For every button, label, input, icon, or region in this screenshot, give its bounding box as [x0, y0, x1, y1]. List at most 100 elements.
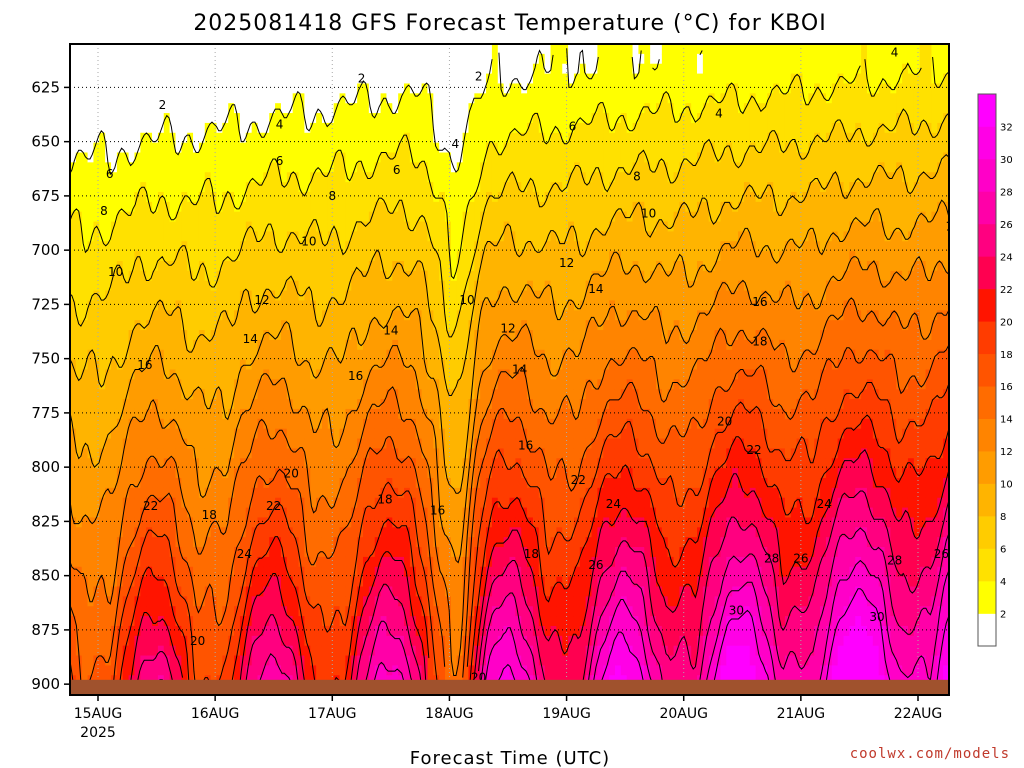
field-cell [409, 241, 417, 252]
field-cell [409, 182, 417, 193]
field-cell [269, 251, 276, 262]
field-cell [333, 251, 341, 262]
field-cell [398, 468, 405, 479]
field-cell [228, 418, 235, 430]
field-cell [292, 408, 300, 420]
field-cell [509, 182, 516, 193]
field-cell [386, 359, 393, 371]
field-cell [456, 507, 464, 519]
field-cell [93, 556, 100, 568]
field-cell [70, 428, 77, 440]
field-cell [128, 606, 136, 617]
field-cell [193, 320, 200, 331]
field-cell [474, 468, 481, 479]
field-cell [99, 596, 106, 607]
field-cell [497, 517, 505, 528]
field-cell [245, 103, 253, 114]
field-cell [456, 152, 464, 163]
field-cell [316, 142, 323, 154]
field-cell [351, 330, 358, 341]
field-cell [87, 556, 95, 568]
field-cell [187, 122, 194, 134]
field-cell [351, 191, 358, 203]
field-cell [216, 606, 223, 617]
field-cell [157, 172, 165, 183]
field-cell [169, 83, 177, 94]
field-cell [193, 379, 200, 390]
field-cell [386, 645, 393, 657]
field-cell [134, 241, 141, 252]
field-cell [310, 103, 317, 114]
field-cell [116, 369, 124, 380]
field-cell [263, 428, 270, 440]
field-cell [99, 113, 106, 124]
field-cell [163, 556, 171, 568]
field-cell [280, 556, 288, 568]
field-cell [439, 418, 446, 430]
field-cell [286, 616, 294, 627]
field-cell [450, 330, 458, 341]
field-cell [310, 478, 317, 489]
field-cell [70, 478, 77, 489]
field-cell [198, 63, 206, 75]
field-cell [146, 369, 153, 380]
field-cell [187, 261, 194, 272]
field-cell [181, 428, 188, 440]
field-cell [474, 231, 481, 242]
field-cell [93, 468, 100, 479]
field-cell [404, 606, 411, 617]
field-cell [409, 379, 417, 390]
field-cell [304, 182, 311, 193]
field-cell [187, 93, 194, 104]
field-cell [421, 448, 429, 459]
field-cell [105, 63, 112, 75]
field-cell [439, 201, 446, 213]
field-cell [363, 261, 370, 272]
field-cell [304, 418, 311, 430]
field-cell [491, 44, 499, 55]
field-cell [380, 556, 388, 568]
field-cell [99, 566, 106, 578]
field-cell [456, 191, 464, 203]
field-cell [345, 300, 352, 311]
field-cell [363, 478, 370, 489]
field-cell [105, 290, 112, 302]
field-cell [81, 231, 89, 242]
field-cell [310, 122, 317, 134]
field-cell [105, 162, 112, 173]
field-cell [163, 320, 171, 331]
field-cell [357, 172, 364, 183]
field-cell [157, 221, 165, 233]
field-cell [140, 359, 147, 371]
field-cell [450, 182, 458, 193]
field-cell [316, 645, 323, 657]
field-cell [310, 221, 317, 233]
field-cell [228, 142, 235, 154]
field-cell [415, 241, 423, 252]
field-cell [351, 241, 358, 252]
field-cell [99, 103, 106, 114]
field-cell [445, 369, 452, 380]
field-cell [257, 310, 264, 321]
field-cell [204, 616, 212, 627]
field-cell [497, 478, 505, 489]
field-cell [99, 44, 106, 55]
field-cell [415, 507, 423, 519]
field-cell [497, 330, 505, 341]
field-cell [486, 566, 493, 578]
field-cell [152, 122, 159, 134]
field-cell [228, 122, 235, 134]
field-cell [263, 497, 270, 509]
field-cell [310, 408, 317, 420]
field-cell [339, 448, 347, 459]
field-cell [116, 103, 124, 114]
field-cell [392, 53, 399, 65]
field-cell [497, 359, 505, 371]
field-cell [146, 527, 153, 538]
field-cell [152, 428, 159, 440]
field-cell [163, 310, 171, 321]
field-cell [140, 300, 147, 311]
field-cell [157, 241, 165, 252]
field-cell [433, 231, 440, 242]
field-cell [216, 547, 223, 558]
